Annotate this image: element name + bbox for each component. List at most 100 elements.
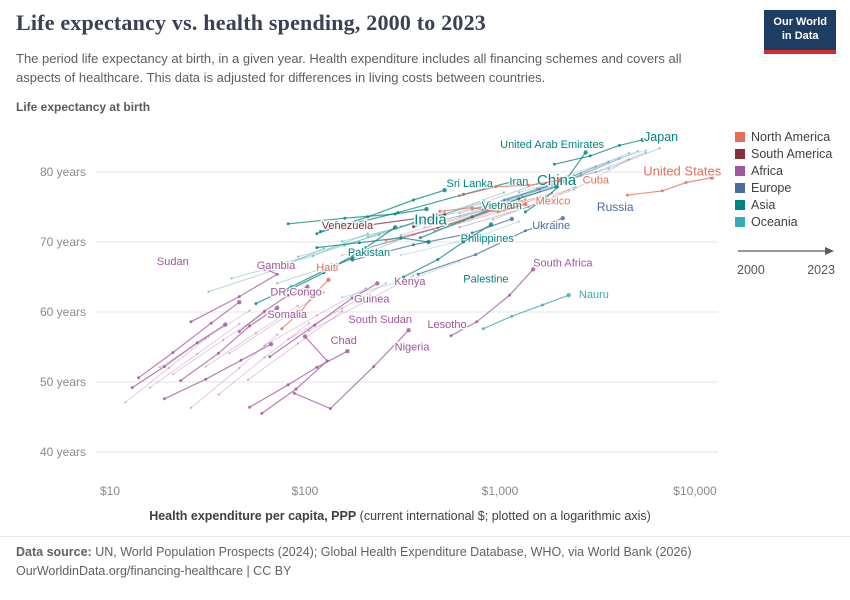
country-label[interactable]: DR Congo <box>269 285 323 300</box>
footer-link[interactable]: OurWorldinData.org/financing-healthcare … <box>16 563 292 578</box>
data-point[interactable] <box>583 150 588 155</box>
country-label[interactable]: South Africa <box>532 256 595 271</box>
country-label[interactable]: Lesotho <box>426 317 468 332</box>
country-label[interactable]: South Sudan <box>347 313 414 328</box>
data-point[interactable] <box>531 267 536 272</box>
data-point[interactable] <box>239 358 243 362</box>
data-point[interactable] <box>322 269 326 273</box>
country-trajectory[interactable] <box>164 343 272 400</box>
data-point[interactable] <box>345 349 350 354</box>
data-point[interactable] <box>554 184 559 189</box>
country-label[interactable]: Nauru <box>577 287 610 302</box>
country-label[interactable]: Guinea <box>353 292 392 307</box>
data-point[interactable] <box>372 365 376 369</box>
country-trajectory[interactable] <box>482 294 569 330</box>
country-trajectory[interactable] <box>554 139 643 165</box>
legend-item-oceania[interactable]: Oceania <box>735 213 832 230</box>
data-point[interactable] <box>523 202 528 207</box>
country-label[interactable]: Venezuela <box>320 219 375 234</box>
data-point[interactable] <box>470 231 474 235</box>
data-point[interactable] <box>424 206 429 212</box>
data-point[interactable] <box>216 351 220 355</box>
data-point[interactable] <box>406 328 411 333</box>
country-label[interactable]: Gambia <box>255 259 297 274</box>
data-point[interactable] <box>523 229 527 233</box>
data-point[interactable] <box>510 314 514 318</box>
country-trajectory[interactable] <box>293 329 410 410</box>
data-point[interactable] <box>262 266 267 271</box>
country-trajectory[interactable] <box>627 177 712 196</box>
data-point[interactable] <box>660 189 664 193</box>
country-trajectory[interactable] <box>336 214 445 228</box>
country-trajectory[interactable] <box>403 223 492 278</box>
country-trajectory[interactable] <box>420 186 557 239</box>
country-trajectory[interactable] <box>138 301 240 379</box>
data-point[interactable] <box>343 216 347 220</box>
data-point[interactable] <box>517 197 521 201</box>
data-point[interactable] <box>286 293 290 297</box>
data-point[interactable] <box>130 386 134 390</box>
country-label[interactable]: Ukraine <box>531 219 572 234</box>
country-label[interactable]: Vietnam <box>480 198 523 213</box>
data-point[interactable] <box>315 365 319 369</box>
legend-item-south-america[interactable]: South America <box>735 145 832 162</box>
data-point[interactable] <box>248 324 252 328</box>
data-point[interactable] <box>709 175 715 180</box>
data-point[interactable] <box>162 365 166 369</box>
data-point[interactable] <box>393 212 397 216</box>
data-point[interactable] <box>350 255 355 261</box>
country-label[interactable]: Chad <box>329 334 358 349</box>
data-point[interactable] <box>300 309 304 313</box>
country-label[interactable]: India <box>413 210 449 230</box>
data-point[interactable] <box>625 193 629 197</box>
country-trajectory[interactable] <box>439 203 526 213</box>
data-point[interactable] <box>364 246 368 250</box>
country-trajectory[interactable] <box>131 324 226 389</box>
data-point[interactable] <box>556 178 561 183</box>
data-point[interactable] <box>496 210 500 214</box>
data-point[interactable] <box>494 185 498 189</box>
country-trajectory[interactable] <box>269 282 378 358</box>
data-point[interactable] <box>286 222 290 226</box>
country-label[interactable]: Mexico <box>534 194 572 209</box>
data-point[interactable] <box>474 253 478 257</box>
legend-item-africa[interactable]: Africa <box>735 162 832 179</box>
data-point[interactable] <box>458 194 462 198</box>
data-point[interactable] <box>443 213 447 217</box>
data-point[interactable] <box>402 275 406 279</box>
timeline-control[interactable]: 2000 2023 <box>737 243 835 277</box>
data-point[interactable] <box>292 391 296 395</box>
legend-item-asia[interactable]: Asia <box>735 196 832 213</box>
data-point[interactable] <box>357 241 361 245</box>
data-point[interactable] <box>416 272 420 276</box>
data-point[interactable] <box>275 272 279 276</box>
data-point[interactable] <box>411 243 415 247</box>
data-point[interactable] <box>509 179 515 184</box>
country-trajectory[interactable] <box>238 286 308 333</box>
country-trajectory[interactable] <box>180 307 278 382</box>
data-point[interactable] <box>223 322 228 327</box>
data-point[interactable] <box>171 351 175 355</box>
data-point[interactable] <box>302 334 308 339</box>
data-point[interactable] <box>322 271 326 275</box>
data-point[interactable] <box>326 277 331 282</box>
country-label[interactable]: Sudan <box>155 254 190 269</box>
data-point[interactable] <box>334 220 339 226</box>
country-trajectory[interactable] <box>261 336 329 414</box>
data-point[interactable] <box>209 321 213 325</box>
data-point[interactable] <box>523 210 527 214</box>
data-point[interactable] <box>263 309 267 313</box>
data-point[interactable] <box>588 154 592 158</box>
data-point[interactable] <box>470 206 474 210</box>
data-point[interactable] <box>315 246 319 250</box>
data-point[interactable] <box>313 292 317 296</box>
data-point[interactable] <box>282 290 286 294</box>
data-point[interactable] <box>509 216 515 222</box>
country-label[interactable]: Sri Lanka <box>445 177 495 192</box>
data-point[interactable] <box>540 303 544 307</box>
data-point[interactable] <box>411 225 415 229</box>
country-trajectory[interactable] <box>459 179 559 197</box>
legend-item-europe[interactable]: Europe <box>735 179 832 196</box>
data-point[interactable] <box>399 236 403 240</box>
country-trajectory[interactable] <box>283 226 396 293</box>
